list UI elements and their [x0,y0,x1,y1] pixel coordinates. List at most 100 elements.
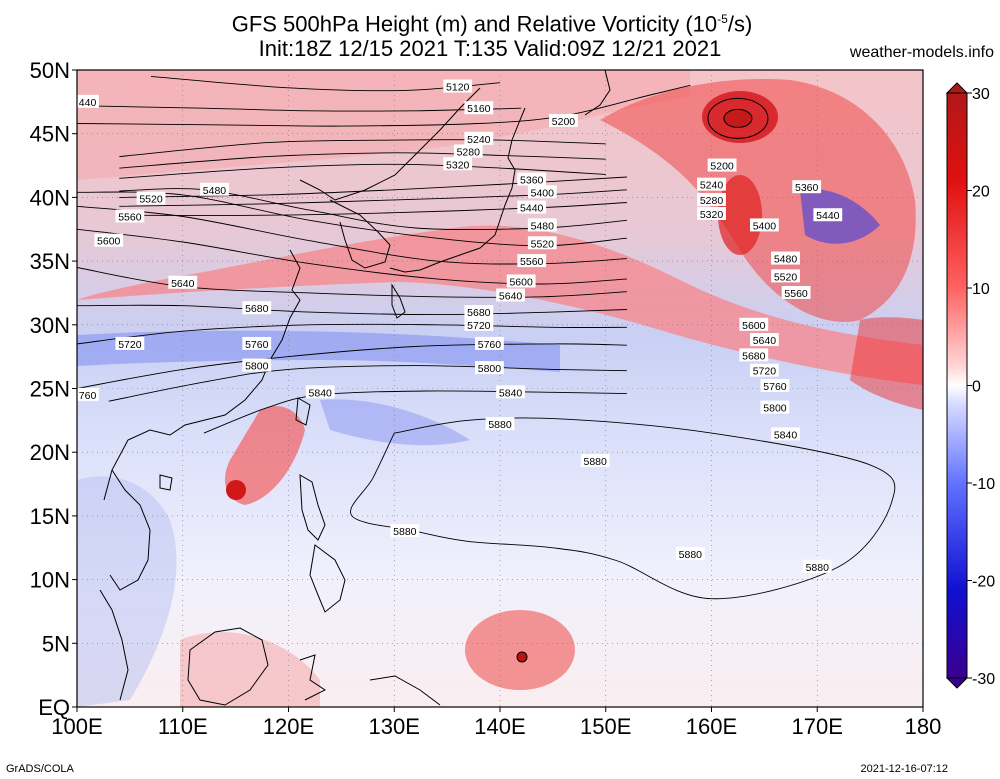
contour-label: 5560 [784,288,808,300]
contour-label-bg [707,158,737,172]
contour-label-bg [242,336,272,350]
contour-label: 5720 [467,320,491,332]
coastline-vietnam [109,469,151,591]
contour-label-bg [517,254,547,268]
contour-5800 [108,365,627,402]
contour-5760 [77,343,627,389]
contour-5720 [77,323,627,345]
contour-label-bg [749,333,779,347]
low-contour-outer [707,97,769,139]
contour-label: 5440 [520,203,544,215]
contour-label-bg [739,348,769,362]
contour-label: 5800 [478,363,502,375]
positive-vorticity-east [850,317,923,410]
contour-label: 5840 [499,387,523,399]
contour-label-bg [200,182,229,196]
contour-label-bg [802,559,832,573]
render-timestamp: 2021-12-16-07:12 [860,763,948,775]
contour-label: 5360 [795,182,819,194]
contour-label-bg [242,301,272,315]
contour-label-bg [792,180,822,194]
contour-label: 5560 [118,212,142,224]
contour-label-bg [517,200,547,214]
contour-label: 5720 [753,366,777,378]
contour-label: 5200 [710,161,734,173]
colorbar-tick-label: 10 [972,281,990,298]
contour-label: 5280 [700,195,724,207]
coastline-luzon [299,474,326,541]
contour-label-bg [443,79,473,93]
latitude-axis: EQ 5N 10N 15N 20N 25N 30N 35N 40N 45N 50N [30,58,77,720]
contour-5600 [77,228,627,285]
contour-label-bg [506,274,536,288]
contour-label-bg [115,209,145,223]
coastline-hainan [159,474,173,491]
contour-5400 [119,189,627,207]
contour-label-bg [94,233,124,247]
contour-label: 5800 [763,403,787,415]
contour-5680 [77,304,627,316]
contour-label-bg [813,208,843,222]
tropical-disturbance-vorticity [465,610,575,690]
lon-tick-label: 120E [263,714,314,739]
contour-label: 5840 [774,429,798,441]
contour-label-bg [77,94,99,108]
lon-tick-label: 130E [369,714,420,739]
lon-tick-label: 140E [474,714,525,739]
contour-label-bg [527,218,557,232]
lat-tick-label: 20N [30,440,70,465]
contour-label-bg [390,524,420,538]
contour-label-bg [475,361,504,375]
contour-label: 5800 [245,361,269,373]
contour-label-bg [697,192,726,206]
contour-label-bg [464,317,494,331]
contour-5240 [119,139,606,158]
tropical-disturbance-center [516,651,528,663]
contour-label-bg [697,206,726,220]
colorbar-lower-arrow [945,677,969,689]
contour-5200 [77,84,691,127]
coastline-japan [389,107,526,273]
contour-label: 5760 [245,339,269,351]
contour-5440 [119,202,627,216]
contour-label: 5640 [171,278,195,290]
lat-tick-label: 45N [30,122,70,147]
contour-label-bg [527,185,557,199]
contour-label: 5640 [753,335,777,347]
colorbar: 30 20 10 0 -10 -20 -30 [945,82,995,689]
coastline-philippines-south [309,544,346,613]
contour-5360 [119,176,627,198]
contour-label-bg [496,288,525,302]
trough-vorticity [718,175,762,255]
contour-label-bg [739,317,769,331]
contour-label-bg [771,251,800,265]
contour-label-bg [464,101,494,115]
colorbar-tick-label: 30 [972,86,990,103]
contour-5840 [203,390,627,434]
contour-label-bg [527,236,557,250]
contour-label-bg [168,275,198,289]
contour-label-bg [475,336,504,350]
contour-label: 5600 [509,276,533,288]
lon-tick-label: 170E [792,714,843,739]
contour-5280 [119,152,606,169]
colorbar-tick-label: 20 [972,184,990,201]
lon-tick-label: 100E [51,714,102,739]
contour-label-bg [242,358,272,372]
lat-tick-label: 15N [30,504,70,529]
lon-tick-label: 160E [686,714,737,739]
contour-label: 5480 [774,254,798,266]
contour-label: 440 [79,97,97,109]
contour-label: 5600 [97,236,121,248]
contour-label-bg [749,218,779,232]
contour-label: 5520 [531,238,555,250]
contour-label: 5440 [816,210,840,222]
contour-label-bg [771,427,800,441]
contour-label: 5480 [203,185,227,197]
coastline-new-guinea [369,675,441,706]
contour-label: 5680 [467,307,491,319]
colorbar-tick-label: -30 [972,671,995,688]
contour-label: 5240 [467,134,491,146]
lat-tick-label: 5N [42,631,70,656]
contour-label: 5880 [488,419,512,431]
